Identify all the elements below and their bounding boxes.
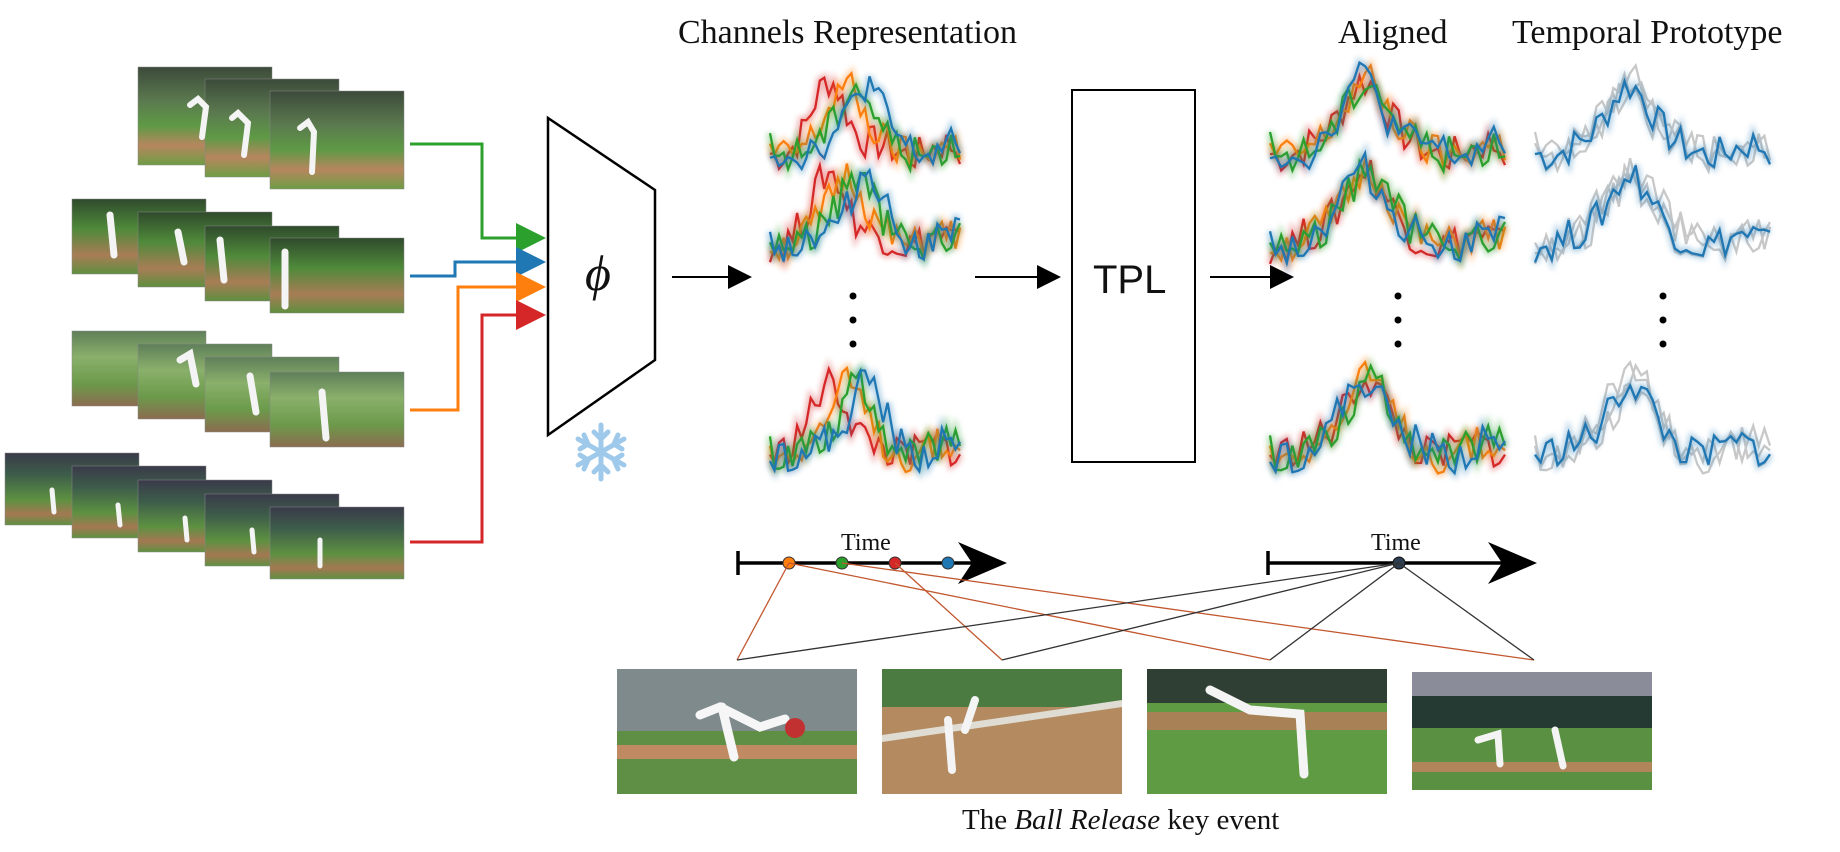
- signal-line: [1269, 60, 1507, 171]
- time-label-left: Time: [841, 530, 891, 556]
- key-event-frame-4: [1412, 672, 1652, 790]
- snowflake-icon: [575, 422, 627, 482]
- signal-line: [1268, 149, 1506, 268]
- signal-line: [769, 76, 962, 172]
- signal-line: [1533, 165, 1771, 264]
- signal-line: [768, 167, 961, 262]
- tpl-box: [1071, 89, 1196, 463]
- signal-line: [1534, 382, 1771, 468]
- video-group-2: [71, 198, 405, 314]
- ellipsis-dots: [849, 292, 1667, 348]
- signal-line: [1269, 382, 1506, 476]
- signal-line: [1534, 77, 1772, 172]
- key-event-frame-1: [617, 669, 857, 794]
- input-arrows: [410, 142, 546, 544]
- aligned-title: Aligned: [1338, 14, 1448, 51]
- tpl-label: TPL: [1093, 258, 1167, 302]
- event-connector-lines: [736, 562, 1535, 661]
- signal-line: [768, 369, 961, 475]
- prototype-curves: [1531, 62, 1774, 475]
- channel-curves: [766, 65, 964, 482]
- signal-line: [768, 366, 962, 470]
- aligned-curves: [1266, 57, 1509, 482]
- prototype-title: Temporal Prototype: [1512, 14, 1783, 51]
- signal-line: [1533, 359, 1771, 475]
- time-label-right: Time: [1371, 530, 1421, 556]
- key-event-frame-3: [1147, 669, 1387, 794]
- key-event-caption: The Ball Release key event: [962, 804, 1280, 836]
- encoder-phi-label: ϕ: [585, 245, 611, 301]
- video-group-3: [71, 330, 405, 448]
- encoder-trapezoid: [546, 115, 657, 438]
- channels-title: Channels Representation: [678, 14, 1017, 51]
- key-event-frame-2: [882, 669, 1122, 794]
- video-group-1: [137, 66, 405, 190]
- video-group-4: [4, 452, 405, 580]
